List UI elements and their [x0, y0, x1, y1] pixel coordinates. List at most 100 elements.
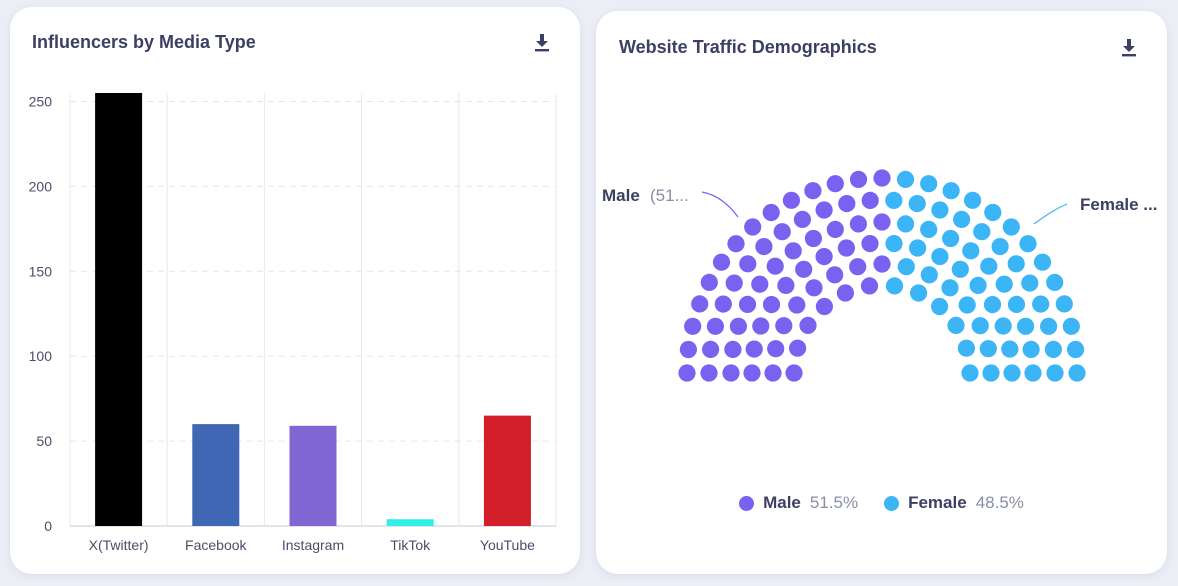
female-dot [1044, 340, 1062, 358]
female-dot [995, 275, 1013, 293]
y-tick-label: 250 [29, 93, 53, 109]
male-dot [724, 340, 742, 358]
female-dot [1019, 235, 1037, 253]
chart-title: Influencers by Media Type [32, 32, 256, 52]
female-callout-label: Female ... [1080, 195, 1157, 214]
male-dot [836, 284, 854, 302]
female-dot [885, 277, 904, 295]
female-dot [1046, 273, 1064, 291]
male-callout-label: Male [602, 186, 640, 205]
male-dot [805, 279, 823, 297]
male-dot [789, 339, 807, 357]
male-dot [762, 203, 780, 222]
male-dot [773, 223, 791, 241]
bar-chart: 0 50 100 150 200 250 X(Twitter) Facebook Instag… [29, 93, 557, 553]
female-dot [908, 195, 926, 213]
male-dot [762, 296, 781, 314]
male-dot [873, 255, 891, 273]
female-dot [961, 364, 979, 382]
male-dot [782, 191, 800, 209]
male-dot [849, 258, 867, 276]
chart-legend: Male 51.5% Female 48.5% [596, 493, 1167, 513]
female-dot [953, 210, 971, 228]
y-tick-label: 0 [44, 518, 52, 534]
x-tick-label: Facebook [185, 537, 247, 553]
female-dot [931, 201, 949, 219]
male-dot [784, 242, 802, 260]
x-tick-label: YouTube [480, 537, 535, 553]
female-dot [931, 297, 949, 316]
download-icon [1122, 39, 1136, 57]
download-button[interactable] [530, 31, 554, 55]
female-dot [1003, 364, 1021, 382]
male-dot [691, 295, 709, 313]
legend-marker [739, 495, 755, 511]
male-dot [738, 295, 757, 313]
male-dot [775, 317, 793, 335]
female-dot [897, 258, 915, 276]
female-dot [947, 316, 965, 334]
male-callout-value: (51... [650, 186, 689, 205]
bar[interactable] [386, 519, 434, 526]
female-dot [885, 235, 903, 253]
male-dot [700, 364, 718, 382]
male-dot [838, 195, 856, 213]
female-dot [1021, 274, 1039, 292]
male-dot [727, 235, 745, 253]
female-dot [1024, 364, 1042, 382]
male-dot [767, 340, 785, 358]
male-dot [826, 175, 844, 193]
male-dot [873, 169, 891, 187]
female-dot [958, 296, 976, 314]
female-dot [885, 191, 903, 209]
female-dot [942, 182, 960, 200]
female-dot [964, 191, 982, 209]
legend-label: Male [763, 493, 801, 512]
y-tick-label: 50 [36, 433, 52, 449]
download-icon [535, 34, 549, 52]
female-dot [1007, 295, 1026, 313]
male-dot [752, 317, 770, 335]
male-dot [702, 340, 720, 358]
y-tick-label: 150 [29, 263, 53, 279]
male-dot [751, 275, 769, 293]
male-dot [764, 364, 782, 382]
dot-series [678, 169, 1086, 382]
female-dot [1022, 340, 1040, 358]
male-dot [712, 253, 731, 271]
bar[interactable] [192, 424, 240, 526]
bar[interactable] [289, 425, 337, 526]
male-dot [849, 215, 867, 233]
female-dot [982, 364, 1000, 382]
bar[interactable] [95, 93, 143, 526]
female-dot [957, 339, 975, 357]
male-dot [815, 201, 833, 219]
legend-value: 48.5% [975, 493, 1024, 512]
x-axis-labels: X(Twitter) Facebook Instagram TikTok YouTube [89, 537, 535, 553]
legend-item-female[interactable]: Female 48.5% [884, 493, 1024, 513]
female-dot [897, 215, 915, 233]
female-dot [931, 248, 949, 266]
male-dot [795, 260, 813, 278]
female-dot [984, 203, 1002, 222]
male-dot [804, 182, 822, 200]
male-dot [725, 274, 743, 292]
male-dot [861, 235, 879, 253]
female-callout-line [1033, 203, 1068, 225]
bar[interactable] [483, 415, 531, 526]
female-dot [1017, 317, 1035, 335]
bar-series [95, 93, 531, 526]
female-dot [971, 317, 989, 335]
download-button[interactable] [1117, 36, 1141, 60]
female-dot [1055, 295, 1073, 313]
male-dot [804, 229, 822, 248]
male-dot [700, 273, 718, 291]
female-dot [1002, 218, 1020, 236]
male-dot [679, 340, 697, 359]
male-dot [826, 220, 844, 238]
male-dot [777, 276, 795, 294]
legend-item-male[interactable]: Male 51.5% [739, 493, 858, 513]
male-dot [745, 340, 763, 358]
y-tick-label: 200 [29, 178, 53, 194]
x-tick-label: Instagram [282, 537, 344, 553]
